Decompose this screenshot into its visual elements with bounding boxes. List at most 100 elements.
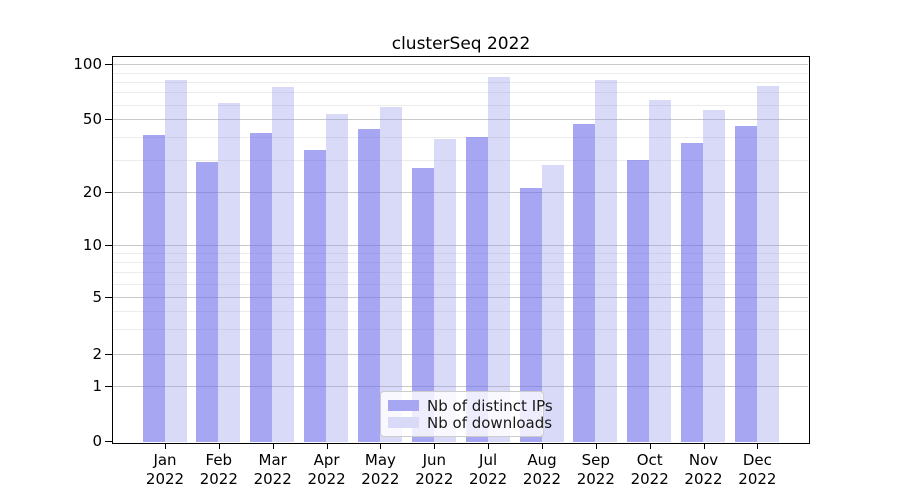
gridline-minor [113, 253, 808, 255]
y-tick-mark [105, 440, 112, 442]
bar-distinct-ips-dec [734, 125, 757, 442]
y-tick-mark [105, 191, 112, 193]
legend-item: Nb of distinct IPs [388, 397, 553, 415]
y-axis-tick-label: 20 [82, 182, 102, 201]
bar-distinct-ips-oct [627, 159, 650, 442]
x-tick-year: 2022 [361, 470, 400, 488]
plot-area [112, 56, 810, 444]
x-tick-mark [165, 444, 166, 449]
bar-downloads-apr [326, 114, 349, 442]
x-tick-year: 2022 [199, 470, 238, 488]
gridline-minor [113, 92, 808, 94]
gridline-major [113, 64, 808, 66]
x-axis-tick-label: Jun 2022 [404, 451, 464, 489]
x-axis-tick-label: Dec 2022 [727, 451, 787, 489]
gridline-major [113, 386, 808, 388]
x-axis-tick-label: Jul 2022 [458, 451, 518, 489]
gridline-minor [113, 328, 808, 330]
x-tick-month: Nov [688, 451, 719, 469]
bar-distinct-ips-nov [681, 142, 703, 442]
bar-distinct-ips-jul [465, 136, 488, 442]
x-axis-tick-label: Nov 2022 [674, 451, 734, 489]
gridline-minor [113, 159, 808, 161]
x-tick-year: 2022 [469, 470, 508, 488]
legend-swatch-downloads [388, 417, 419, 428]
x-tick-mark [380, 444, 382, 449]
x-tick-mark [326, 444, 328, 449]
gridline-major [113, 119, 808, 120]
gridline-minor [113, 272, 808, 273]
x-axis-tick-label: May 2022 [350, 451, 410, 489]
bar-distinct-ips-jun [411, 168, 434, 442]
y-tick-mark [105, 296, 112, 298]
gridline-minor [113, 261, 808, 263]
x-tick-year: 2022 [522, 470, 562, 488]
gridline-minor [113, 311, 808, 312]
x-axis-tick-label: Apr 2022 [297, 451, 357, 489]
bar-distinct-ips-aug [519, 187, 542, 442]
bar-downloads-jun [433, 138, 456, 442]
x-tick-month: Oct [636, 451, 663, 469]
bar-downloads-feb [218, 103, 241, 442]
legend-label: Nb of downloads [427, 413, 553, 432]
x-tick-year: 2022 [415, 470, 454, 488]
bar-distinct-ips-apr [304, 149, 327, 442]
gridline-minor [113, 136, 808, 138]
x-tick-month: Feb [205, 451, 233, 469]
x-tick-mark [595, 444, 597, 449]
y-tick-mark [105, 385, 112, 387]
x-axis-tick-label: Jan 2022 [135, 451, 195, 489]
x-tick-year: 2022 [307, 470, 346, 488]
y-tick-mark [105, 353, 112, 355]
y-axis-tick-label: 2 [92, 344, 102, 363]
gridline-major [113, 191, 808, 193]
x-tick-year: 2022 [738, 470, 777, 488]
y-axis-tick-label: 50 [82, 110, 102, 128]
bar-downloads-jul [487, 77, 510, 442]
gridline-major [113, 353, 808, 355]
gridline-minor [113, 104, 808, 106]
gridline-minor [113, 283, 808, 285]
x-tick-year: 2022 [630, 470, 669, 488]
bar-distinct-ips-jan [142, 134, 165, 442]
legend-item: Nb of downloads [388, 414, 552, 432]
y-tick-mark [105, 63, 112, 65]
x-tick-mark [649, 444, 651, 449]
bar-downloads-sep [595, 79, 618, 442]
legend-swatch-distinct-ips [388, 400, 419, 411]
y-axis-tick-label: 10 [82, 236, 102, 255]
chart-title: clusterSeq 2022 [391, 34, 531, 54]
bar-downloads-dec [756, 85, 779, 442]
x-tick-month: May [364, 451, 396, 469]
x-tick-mark [218, 444, 220, 449]
x-tick-year: 2022 [684, 470, 723, 488]
gridline-minor [113, 72, 808, 74]
x-tick-month: Sep [581, 451, 610, 469]
x-tick-month: Jul [479, 451, 498, 469]
bar-downloads-mar [272, 86, 295, 442]
x-tick-month: Jan [153, 451, 177, 469]
x-tick-month: Dec [742, 451, 772, 469]
x-tick-year: 2022 [145, 470, 185, 488]
y-axis-tick-label: 0 [92, 432, 102, 451]
x-tick-mark [434, 444, 436, 449]
y-axis-tick-label: 1 [92, 377, 102, 396]
x-tick-mark [703, 444, 705, 449]
bar-downloads-oct [649, 99, 672, 442]
x-tick-month: Aug [527, 451, 557, 469]
x-axis-tick-label: Sep 2022 [566, 451, 626, 489]
x-tick-mark [272, 444, 274, 449]
y-tick-mark [105, 118, 112, 120]
gridline-major [113, 245, 808, 247]
gridline-major [113, 297, 808, 299]
x-axis-tick-label: Oct 2022 [620, 451, 680, 489]
bar-distinct-ips-feb [196, 162, 219, 442]
bar-distinct-ips-may [357, 129, 380, 442]
bar-downloads-aug [541, 165, 564, 442]
x-axis-tick-label: Feb 2022 [189, 451, 249, 489]
bar-downloads-nov [703, 110, 725, 442]
legend-label: Nb of distinct IPs [427, 396, 553, 415]
x-tick-month: Jun [422, 451, 447, 469]
y-axis-tick-label: 100 [73, 55, 102, 74]
